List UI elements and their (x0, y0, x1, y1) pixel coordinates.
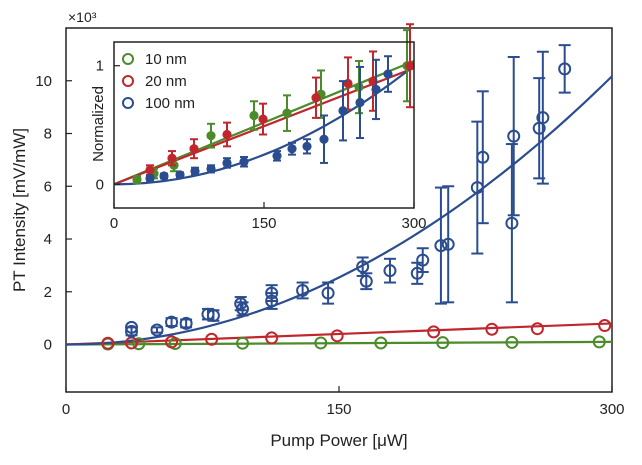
main-data-point (505, 335, 519, 349)
main-fit-line (65, 340, 613, 346)
inset-data-point (159, 171, 169, 181)
main-data-point (436, 336, 450, 350)
inset-data-point (319, 134, 329, 144)
inset-legend: 10 nm 20 nm 100 nm (122, 51, 195, 112)
inset-data-point (167, 153, 177, 163)
legend-label: 20 nm (145, 73, 187, 90)
main-x-tick-label: 0 (62, 401, 70, 418)
inset-data-point (175, 170, 185, 180)
inset-y-axis-label: Normalized (90, 86, 107, 162)
inset-data-point (132, 174, 142, 185)
main-data-point (507, 129, 521, 143)
main-axis-ticks: 0 150 300 0 2 4 6 8 10 (35, 73, 624, 418)
main-y-tick-label: 4 (44, 231, 52, 248)
main-data-point (598, 319, 612, 333)
inset-data-point (189, 144, 199, 154)
main-y-tick-label: 6 (44, 178, 52, 195)
inset-data-point (383, 69, 393, 79)
inset-data-point (206, 131, 216, 141)
main-data-point (101, 336, 115, 350)
main-data-point (558, 62, 572, 76)
inset-x-tick-label: 150 (251, 215, 276, 232)
y-axis-label: PT Intensity [mV/mW] (10, 128, 29, 292)
main-data-point (265, 331, 279, 345)
inset-data-point (239, 157, 249, 167)
main-y-tick-label: 2 (44, 284, 52, 301)
main-data-point (236, 302, 250, 316)
y-multiplier: ×10³ (68, 9, 97, 25)
inset-plot-area (113, 23, 415, 186)
inset-data-point (302, 141, 312, 151)
inset-x-tick-label: 0 (110, 215, 118, 232)
inset-data-point (405, 61, 415, 71)
main-data-point (206, 309, 220, 323)
inset-axis-ticks: 0 150 300 0 1 (96, 58, 427, 232)
main-data-point (427, 325, 441, 339)
main-data-point (410, 266, 424, 280)
main-data-point (165, 335, 179, 349)
legend-marker (122, 75, 134, 87)
inset-data-point (145, 173, 155, 183)
main-data-point (530, 322, 544, 336)
inset-data-point (190, 166, 200, 176)
main-data-point (359, 274, 373, 288)
main-data-point (441, 237, 455, 251)
main-data-point (485, 322, 499, 336)
main-data-point (330, 329, 344, 343)
main-data-point (165, 315, 179, 329)
main-data-point (374, 336, 388, 350)
main-data-point (505, 216, 519, 230)
main-y-tick-label: 8 (44, 126, 52, 143)
legend-label: 10 nm (145, 51, 187, 68)
inset-data-point (249, 110, 259, 121)
inset-data-point (145, 165, 155, 175)
inset-data-point (222, 129, 232, 140)
inset-data-point (272, 151, 282, 161)
main-data-point (314, 336, 328, 350)
inset-data-point (206, 164, 216, 174)
main-plot-area (65, 44, 613, 351)
main-data-point (356, 260, 370, 274)
main-data-point (476, 150, 490, 164)
legend-label: 100 nm (145, 95, 195, 112)
inset-y-tick-label: 0 (96, 176, 104, 193)
inset-data-point (222, 158, 232, 168)
main-y-tick-label: 0 (44, 337, 52, 354)
main-data-point (236, 336, 250, 350)
inset-data-point (371, 84, 381, 95)
main-data-point (434, 239, 448, 253)
main-data-point (125, 324, 139, 338)
main-data-point (536, 111, 550, 125)
main-data-point (321, 286, 335, 300)
inset-data-point (258, 114, 268, 124)
main-y-tick-label: 10 (35, 73, 52, 90)
legend-marker (122, 53, 134, 65)
inset-data-point (338, 106, 348, 116)
main-data-point (592, 335, 606, 349)
main-data-point (416, 253, 430, 267)
legend-marker (122, 97, 134, 109)
inset-data-point (282, 108, 292, 118)
main-data-point (179, 316, 193, 330)
main-data-point (132, 337, 146, 351)
inset-data-point (311, 93, 321, 103)
inset-data-point (355, 97, 365, 108)
main-data-point (383, 264, 397, 278)
main-data-point (296, 283, 310, 297)
main-data-point (205, 332, 219, 346)
main-x-tick-label: 150 (326, 401, 351, 418)
x-axis-label: Pump Power [μW] (270, 431, 407, 450)
inset-x-tick-label: 300 (401, 215, 426, 232)
inset-y-tick-label: 1 (96, 58, 104, 75)
main-fit-line (65, 322, 613, 346)
main-data-point (150, 323, 164, 337)
main-x-tick-label: 300 (599, 401, 624, 418)
main-data-point (265, 294, 279, 308)
inset-data-point (287, 144, 297, 154)
main-fit-line (65, 75, 613, 346)
main-data-point (125, 320, 139, 334)
